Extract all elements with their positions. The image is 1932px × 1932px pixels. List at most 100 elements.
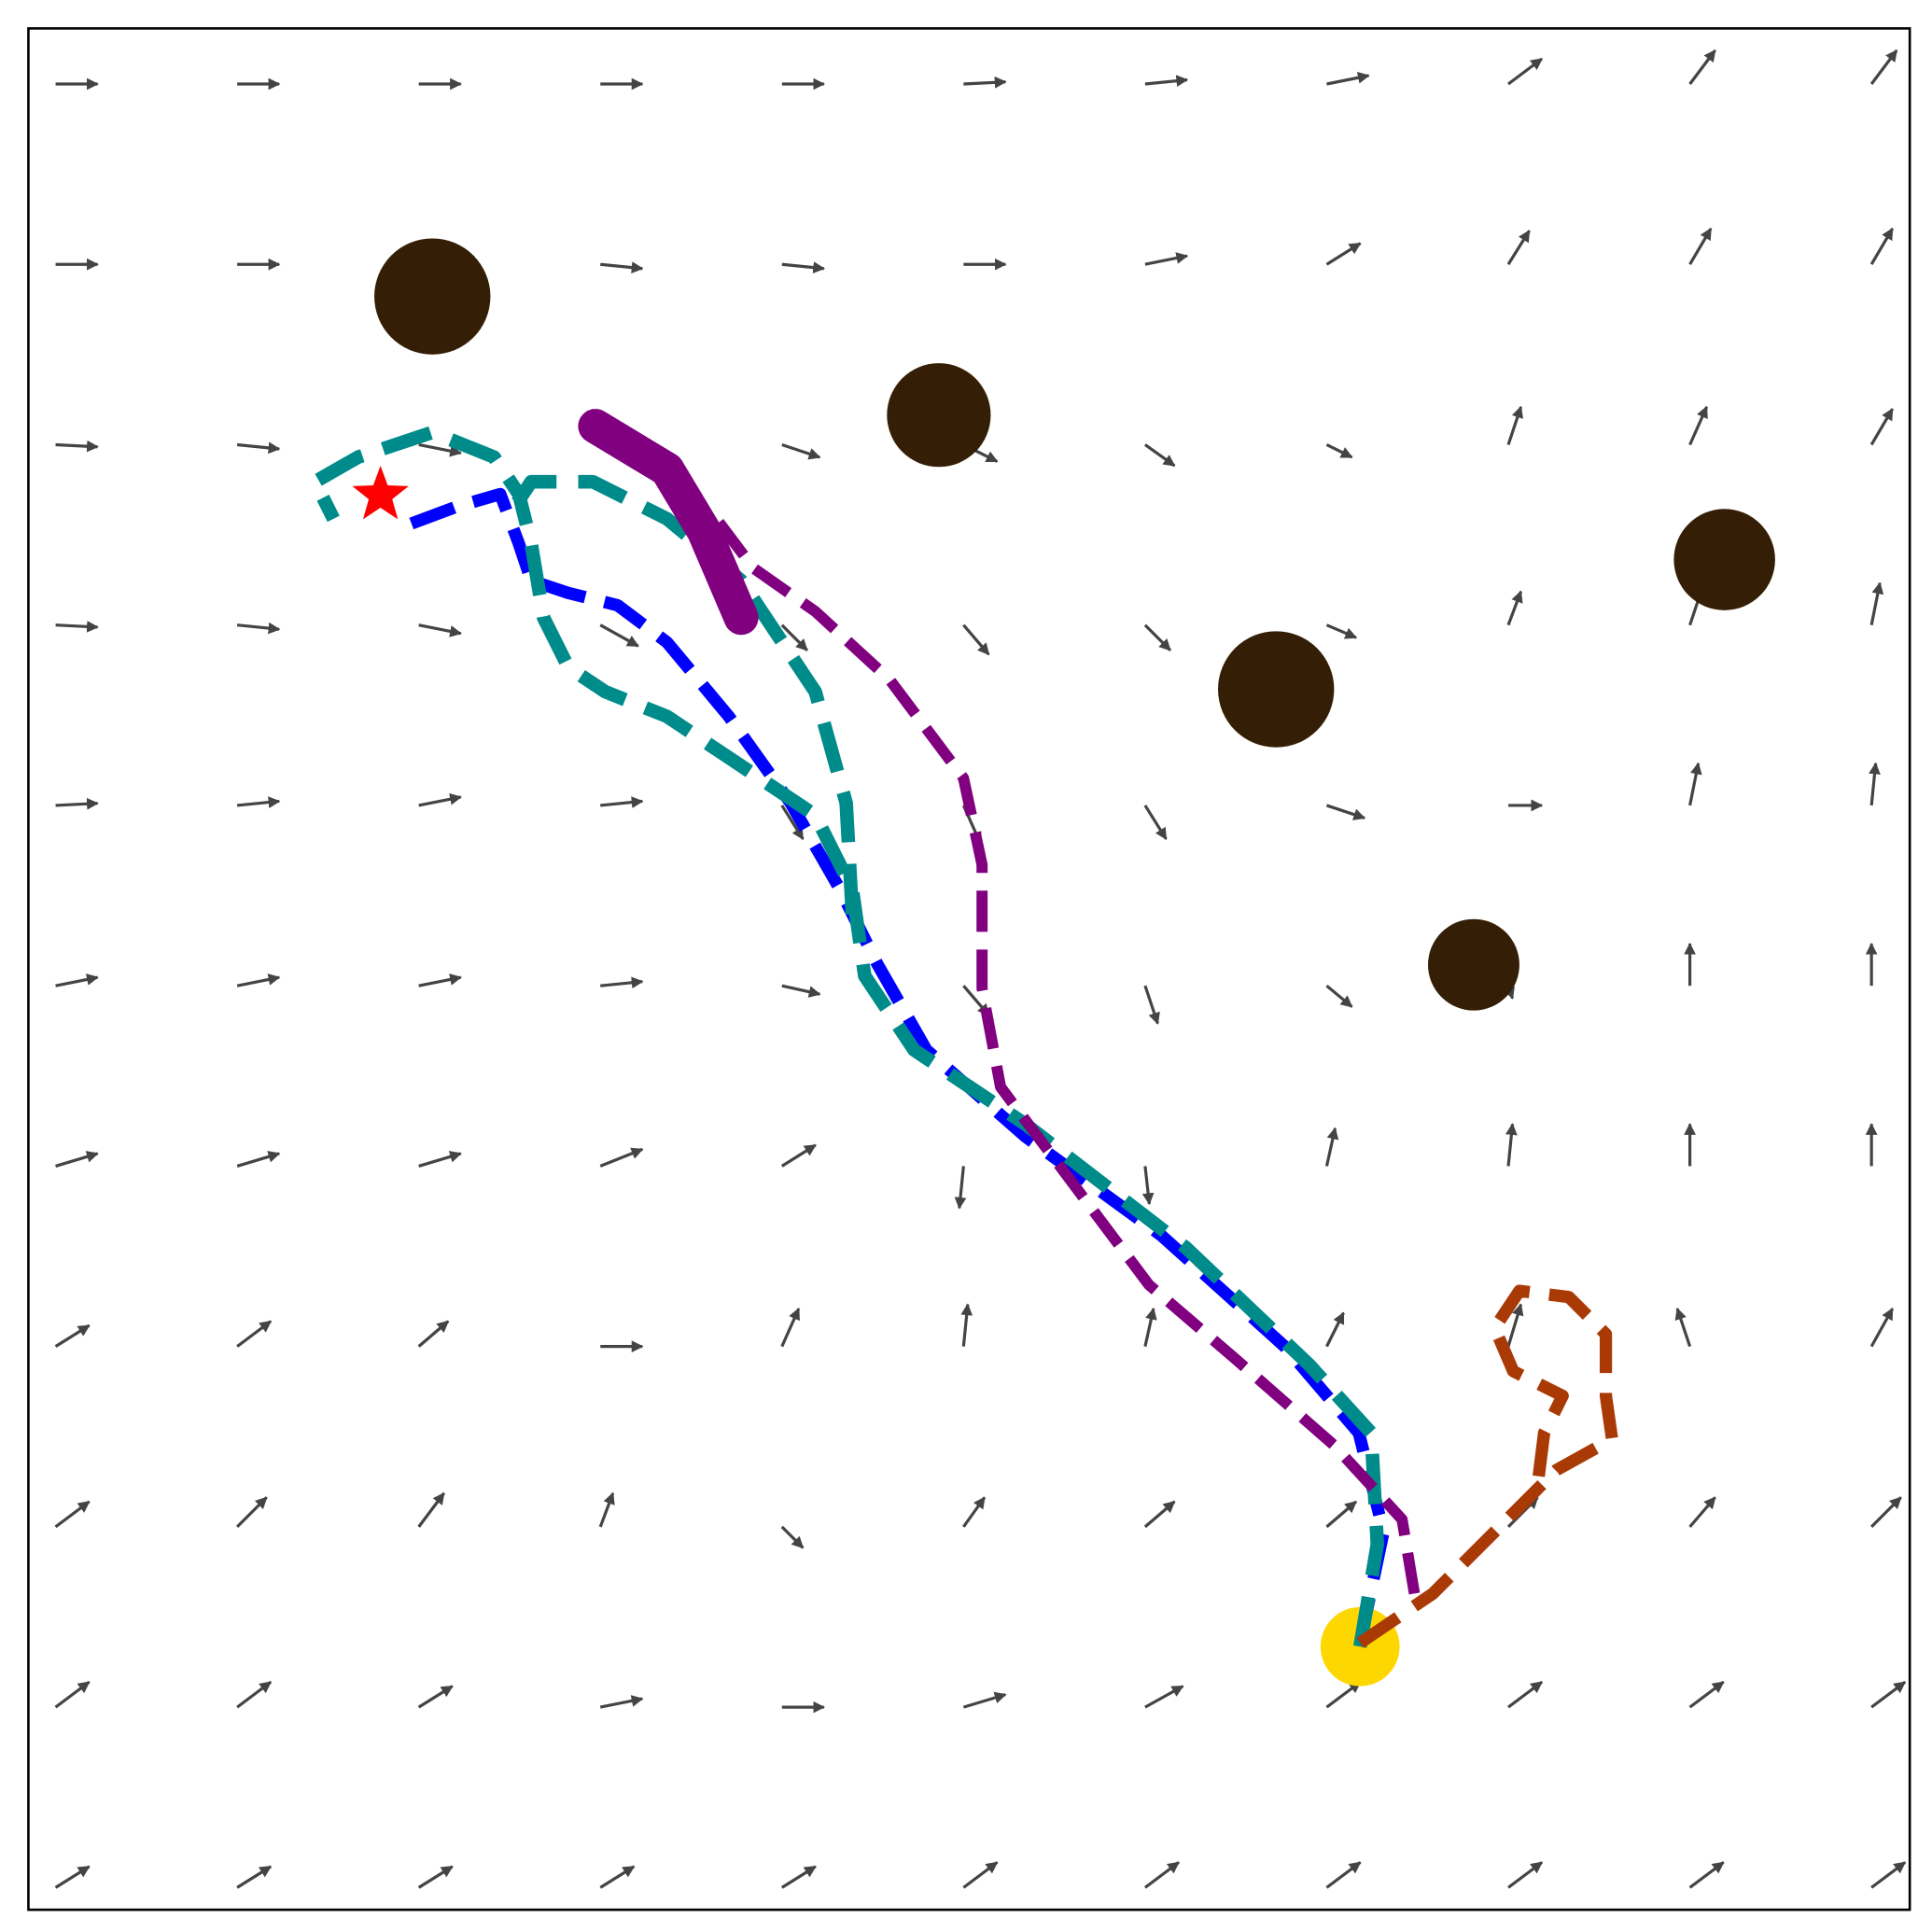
field-arrow (1144, 1685, 1184, 1709)
field-arrow (236, 1865, 273, 1889)
field-arrow (780, 805, 805, 841)
field-arrow (1688, 405, 1709, 446)
field-arrow (1143, 623, 1172, 651)
field-arrow (1869, 408, 1895, 446)
field-arrow (236, 622, 281, 635)
field-arrow (1143, 805, 1168, 841)
field-arrow (1143, 1500, 1176, 1529)
field-arrow (55, 620, 99, 633)
field-arrow (1325, 242, 1362, 266)
field-arrow (962, 623, 990, 656)
field-arrow (1688, 1861, 1725, 1889)
trajectory (308, 425, 1385, 1648)
field-arrow (236, 1151, 281, 1168)
field-arrow (236, 441, 281, 455)
field-arrow (963, 76, 1007, 89)
field-arrow (235, 1496, 268, 1529)
field-arrow (600, 261, 644, 273)
field-arrow (1688, 762, 1702, 806)
field-arrow (1144, 75, 1189, 88)
field-arrow (55, 797, 99, 810)
field-arrow (1507, 1861, 1544, 1889)
field-arrow (1325, 1311, 1345, 1348)
field-arrow (1869, 581, 1884, 626)
field-arrow (1869, 1308, 1895, 1348)
field-arrow (962, 1496, 987, 1528)
field-arrow (54, 1323, 91, 1349)
field-arrow (781, 442, 821, 460)
field-arrow (1506, 590, 1523, 626)
field-arrow (418, 792, 462, 807)
obstacle (887, 363, 991, 468)
field-arrow (1870, 1861, 1907, 1889)
field-arrow (599, 1695, 644, 1709)
field-arrow (418, 973, 462, 987)
field-arrow (1507, 57, 1544, 86)
field-arrow (1870, 1496, 1902, 1529)
field-arrow (54, 1680, 91, 1709)
field-arrow (55, 1151, 99, 1168)
obstacle (1673, 509, 1775, 610)
field-arrow (1325, 1680, 1362, 1709)
field-arrow (418, 1151, 462, 1168)
field-arrow (781, 984, 821, 998)
field-arrow (960, 1303, 973, 1347)
field-arrow (1688, 227, 1713, 266)
obstacle (374, 238, 491, 355)
field-arrow (780, 1865, 817, 1889)
field-arrow (236, 1680, 273, 1709)
field-arrow (780, 1525, 805, 1549)
field-arrow (1325, 1500, 1358, 1529)
field-arrow (1507, 1680, 1544, 1709)
field-arrow (1688, 49, 1716, 85)
field-arrow (600, 796, 644, 808)
field-arrow (418, 623, 462, 637)
field-arrow (599, 1865, 636, 1889)
field-arrow (236, 973, 281, 987)
field-arrow (417, 1865, 454, 1889)
field-arrow (1326, 71, 1370, 86)
field-arrow (417, 1491, 445, 1528)
field-arrow (599, 623, 639, 648)
field-arrow (1506, 1303, 1524, 1348)
trajectory (1356, 1284, 1618, 1648)
field-arrow (1325, 1861, 1362, 1889)
field-arrow (1688, 1496, 1716, 1528)
field-arrow (1143, 985, 1160, 1025)
field-arrow (1506, 230, 1531, 266)
field-arrow (1324, 1127, 1339, 1167)
field-arrow (1506, 405, 1523, 445)
field-arrow (1143, 1861, 1180, 1889)
field-arrow (54, 1500, 91, 1529)
field-arrow (1869, 762, 1881, 806)
field-arrow (599, 1147, 644, 1168)
obstacle (1218, 631, 1335, 748)
field-arrow (55, 973, 99, 987)
field-arrow (780, 1307, 801, 1348)
field-arrow (780, 1143, 817, 1168)
field-arrow (1144, 252, 1189, 266)
field-arrow (1869, 227, 1895, 266)
field-arrow (1870, 1680, 1907, 1709)
field-arrow (418, 442, 462, 457)
start-marker (352, 465, 409, 520)
field-arrow (962, 1861, 999, 1889)
field-arrow (1143, 443, 1176, 468)
field-arrow (1869, 49, 1898, 85)
field-arrow (1325, 804, 1366, 820)
field-arrow (55, 440, 99, 453)
field-arrow (954, 1166, 967, 1210)
plot-frame (27, 27, 1911, 1911)
field-arrow (1325, 623, 1358, 639)
field-arrow (417, 1685, 454, 1709)
field-arrow (781, 261, 826, 273)
field-arrow (236, 1320, 273, 1348)
field-arrow (1325, 443, 1353, 459)
field-arrow (236, 796, 281, 808)
field-arrow (1674, 1307, 1692, 1348)
trajectory (578, 409, 759, 636)
field-arrow (600, 976, 644, 989)
obstacle (1428, 918, 1519, 1011)
field-arrow (1325, 984, 1353, 1008)
